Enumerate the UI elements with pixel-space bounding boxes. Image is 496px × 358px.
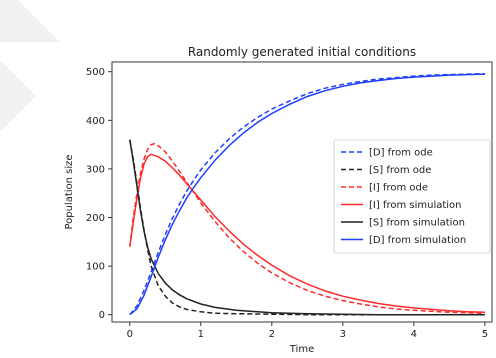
series-layer bbox=[129, 72, 485, 316]
legend-entry-label: [S] from simulation bbox=[369, 218, 465, 229]
legend-entry-label: [I] from ode bbox=[369, 183, 428, 194]
y-tick-label: 200 bbox=[86, 213, 105, 224]
legend-box bbox=[333, 139, 491, 254]
x-tick-label: 1 bbox=[198, 329, 204, 340]
plot-area-border bbox=[111, 61, 493, 323]
y-axis-label: Population size bbox=[64, 154, 75, 229]
series-line-0 bbox=[129, 72, 485, 316]
chart-title: Randomly generated initial conditions bbox=[188, 45, 416, 59]
plot-frame bbox=[111, 61, 493, 323]
legend: [D] from ode [S] from ode [I] from ode [I] … bbox=[333, 139, 491, 254]
x-tick-label: 2 bbox=[269, 329, 275, 340]
x-tick-label: 0 bbox=[127, 329, 133, 340]
legend-entry-label: [D] from ode bbox=[369, 148, 433, 159]
x-axis: 0 1 2 3 4 5 bbox=[127, 322, 488, 340]
y-tick-label: 300 bbox=[86, 164, 105, 175]
watermark-decoration bbox=[0, 0, 60, 132]
y-tick-label: 500 bbox=[86, 67, 105, 78]
legend-entry-label: [D] from simulation bbox=[369, 235, 466, 246]
legend-entry-label: [S] from ode bbox=[369, 165, 431, 176]
x-tick-label: 5 bbox=[482, 329, 488, 340]
watermark-shape bbox=[0, 0, 60, 42]
x-tick-label: 3 bbox=[340, 329, 346, 340]
series-line-2 bbox=[129, 142, 485, 315]
y-axis: 0 100 200 300 400 500 bbox=[86, 67, 112, 321]
y-tick-label: 400 bbox=[86, 116, 105, 127]
series-line-4 bbox=[129, 139, 485, 316]
x-tick-label: 4 bbox=[411, 329, 417, 340]
y-tick-label: 0 bbox=[99, 310, 105, 321]
series-line-5 bbox=[129, 73, 485, 316]
x-axis-label: Time bbox=[289, 344, 314, 355]
legend-entry-label: [I] from simulation bbox=[369, 200, 462, 211]
y-tick-label: 100 bbox=[86, 262, 105, 273]
watermark-shape bbox=[0, 60, 36, 132]
series-line-3 bbox=[129, 153, 485, 314]
